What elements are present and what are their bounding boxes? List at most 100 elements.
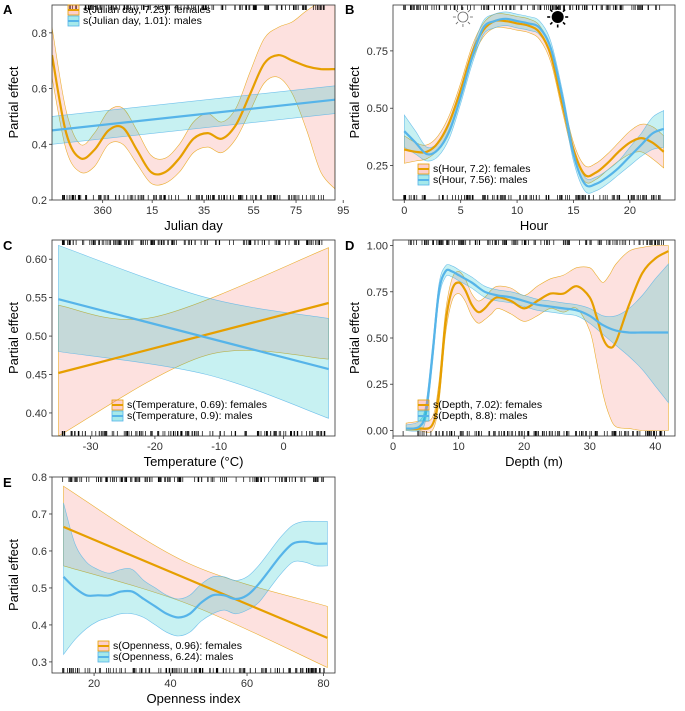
plot-area [58, 244, 329, 436]
y-tick-label: 0.6 [32, 84, 47, 96]
panel-b: B 0 5 10 15 20 0.25 0.50 0.75 Hour Partial effect s… [345, 2, 676, 233]
y-axis-title: Partial effect [6, 302, 21, 374]
sun-icon [547, 6, 569, 28]
y-axis-title: Partial effect [6, 539, 21, 611]
y-tick-label: 0.75 [367, 46, 388, 58]
x-axis-title: Temperature (°C) [144, 454, 244, 469]
plot-area [403, 11, 665, 194]
rug-marks [62, 477, 325, 673]
y-tick-label: 0.25 [367, 379, 388, 391]
y-tick-label: 0.55 [26, 293, 47, 305]
female-ci-ribbon [404, 13, 664, 184]
y-tick-label: 0.5 [32, 583, 47, 595]
y-tick-label: 0.50 [367, 103, 388, 115]
plot-frame [51, 476, 336, 674]
y-axis-title: Partial effect [347, 302, 362, 374]
panel-letter: D [345, 238, 354, 253]
x-tick-label: 55 [247, 205, 259, 217]
female-legend-label: s(Depth, 7.02): females [433, 399, 542, 411]
panel-letter: E [3, 475, 12, 490]
plot-frame [392, 4, 676, 201]
x-tick-label: 20 [518, 441, 530, 453]
y-tick-label: 0.4 [32, 139, 47, 151]
panel-c: C -30 -20 -10 0 0.40 0.45 0.50 0.55 0.60 Temperatu… [3, 238, 336, 469]
y-tick-label: 0.4 [32, 620, 47, 632]
rug-marks [61, 240, 326, 436]
panel-letter: A [3, 2, 13, 17]
x-tick-label: 40 [649, 441, 661, 453]
x-tick-label: 15 [146, 205, 158, 217]
male-legend-label: s(Depth, 8.8): males [433, 410, 528, 422]
female-legend-label: s(Openness, 0.96): females [113, 640, 242, 652]
panel-d: D 0 10 20 30 40 0.00 0.25 0.50 0.75 1.00 Depth (m) P… [345, 238, 676, 469]
panel-letter: B [345, 2, 354, 17]
x-tick-label: 20 [624, 205, 636, 217]
x-tick-label: 40 [164, 678, 176, 690]
y-tick-label: 0.50 [367, 333, 388, 345]
x-axis-title: Julian day [164, 218, 223, 233]
panel-a: A 360 15 35 55 75 95 0.2 0.4 0.6 0.8 Julian day Part… [3, 2, 349, 233]
y-tick-label: 0.40 [26, 408, 47, 420]
plot-area [405, 245, 669, 433]
rug-marks [402, 240, 665, 436]
x-tick-label: 95 [337, 205, 349, 217]
x-tick-label: 10 [511, 205, 523, 217]
rug-marks [403, 5, 661, 200]
x-tick-label: 35 [198, 205, 210, 217]
female-smooth-line [52, 53, 335, 176]
female-smooth-line [63, 525, 328, 639]
y-tick-label: 0.8 [32, 28, 47, 40]
x-tick-label: 360 [93, 205, 111, 217]
x-axis-title: Openness index [147, 691, 241, 706]
x-tick-label: 15 [567, 205, 579, 217]
x-tick-label: 80 [317, 678, 329, 690]
y-tick-label: 0.75 [367, 287, 388, 299]
x-axis-title: Depth (m) [505, 454, 563, 469]
x-tick-label: 0 [390, 441, 396, 453]
male-ci-ribbon [63, 502, 328, 656]
panel-letter: C [3, 238, 13, 253]
x-tick-label: -10 [211, 441, 227, 453]
male-ci-ribbon [405, 263, 669, 432]
x-tick-label: 0 [280, 441, 286, 453]
x-tick-label: 60 [241, 678, 253, 690]
y-tick-label: 0.7 [32, 509, 47, 521]
male-smooth-line [58, 298, 329, 371]
x-tick-label: 5 [458, 205, 464, 217]
x-tick-label: 75 [290, 205, 302, 217]
x-tick-label: 10 [452, 441, 464, 453]
female-legend-label: s(Temperature, 0.69): females [127, 399, 267, 411]
male-smooth-line [52, 98, 335, 132]
female-legend-label: s(Hour, 7.2): females [433, 163, 530, 175]
female-ci-ribbon [405, 245, 669, 433]
y-tick-label: 0.45 [26, 370, 47, 382]
female-smooth-line [406, 250, 669, 430]
male-legend-label: s(Temperature, 0.9): males [127, 410, 252, 422]
y-tick-label: 0.00 [367, 425, 388, 437]
y-tick-label: 0.50 [26, 331, 47, 343]
x-tick-label: 0 [401, 205, 407, 217]
y-axis-title: Partial effect [6, 66, 21, 138]
male-ci-ribbon [404, 11, 664, 194]
sunrise-icon [452, 7, 473, 27]
female-smooth-line [58, 301, 329, 375]
plot-frame [51, 239, 336, 437]
y-tick-label: 0.60 [26, 254, 47, 266]
x-tick-label: -30 [83, 441, 99, 453]
y-tick-label: 0.6 [32, 546, 47, 558]
male-legend-label: s(Julian day, 1.01): males [83, 15, 202, 27]
y-tick-label: 1.00 [367, 241, 388, 253]
panel-e: E 20 40 60 80 0.3 0.4 0.5 0.6 0.7 0.8 Openness inde… [3, 472, 336, 706]
y-axis-title: Partial effect [347, 66, 362, 138]
x-axis-title: Hour [520, 218, 549, 233]
x-tick-label: 20 [88, 678, 100, 690]
male-smooth-line [62, 540, 328, 619]
female-ci-ribbon [52, 5, 335, 190]
plot-frame [51, 4, 336, 201]
legend: s(Temperature, 0.69): femaless(Temperatu… [111, 399, 267, 422]
